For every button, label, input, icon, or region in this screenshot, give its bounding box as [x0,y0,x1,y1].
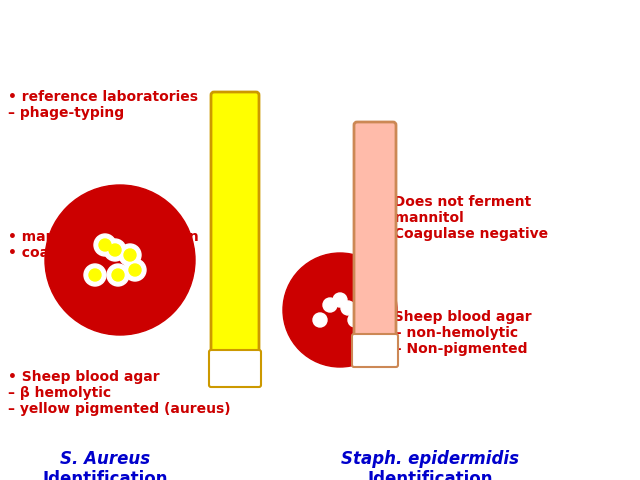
Text: S. Aureus: S. Aureus [60,450,150,468]
Circle shape [104,239,126,261]
Circle shape [129,264,141,276]
Circle shape [89,269,101,281]
Text: Identification: Identification [42,470,168,480]
Circle shape [348,313,362,327]
Circle shape [124,249,136,261]
Circle shape [283,253,397,367]
FancyBboxPatch shape [354,122,396,344]
Circle shape [341,301,355,315]
Circle shape [94,234,116,256]
Text: Staph. epidermidis: Staph. epidermidis [341,450,519,468]
Circle shape [99,239,111,251]
FancyBboxPatch shape [209,350,261,387]
Circle shape [323,298,337,312]
Text: Identification: Identification [367,470,493,480]
Circle shape [124,259,146,281]
Circle shape [112,269,124,281]
Text: • Sheep blood agar
   – non-hemolytic
   – Non-pigmented: • Sheep blood agar – non-hemolytic – Non… [380,310,532,356]
Text: • Does not ferment
   mannitol
• Coagulase negative: • Does not ferment mannitol • Coagulase … [380,195,548,241]
Circle shape [119,244,141,266]
Text: • mannitol fermentation
• coagulase-positive: • mannitol fermentation • coagulase-posi… [8,230,199,260]
FancyBboxPatch shape [211,92,259,360]
Circle shape [45,185,195,335]
Circle shape [109,244,121,256]
FancyBboxPatch shape [352,334,398,367]
Circle shape [333,293,347,307]
Circle shape [107,264,129,286]
Text: • Sheep blood agar
– β hemolytic
– yellow pigmented (aureus): • Sheep blood agar – β hemolytic – yello… [8,370,230,416]
Circle shape [313,313,327,327]
Circle shape [84,264,106,286]
Text: • reference laboratories
– phage-typing: • reference laboratories – phage-typing [8,90,198,120]
